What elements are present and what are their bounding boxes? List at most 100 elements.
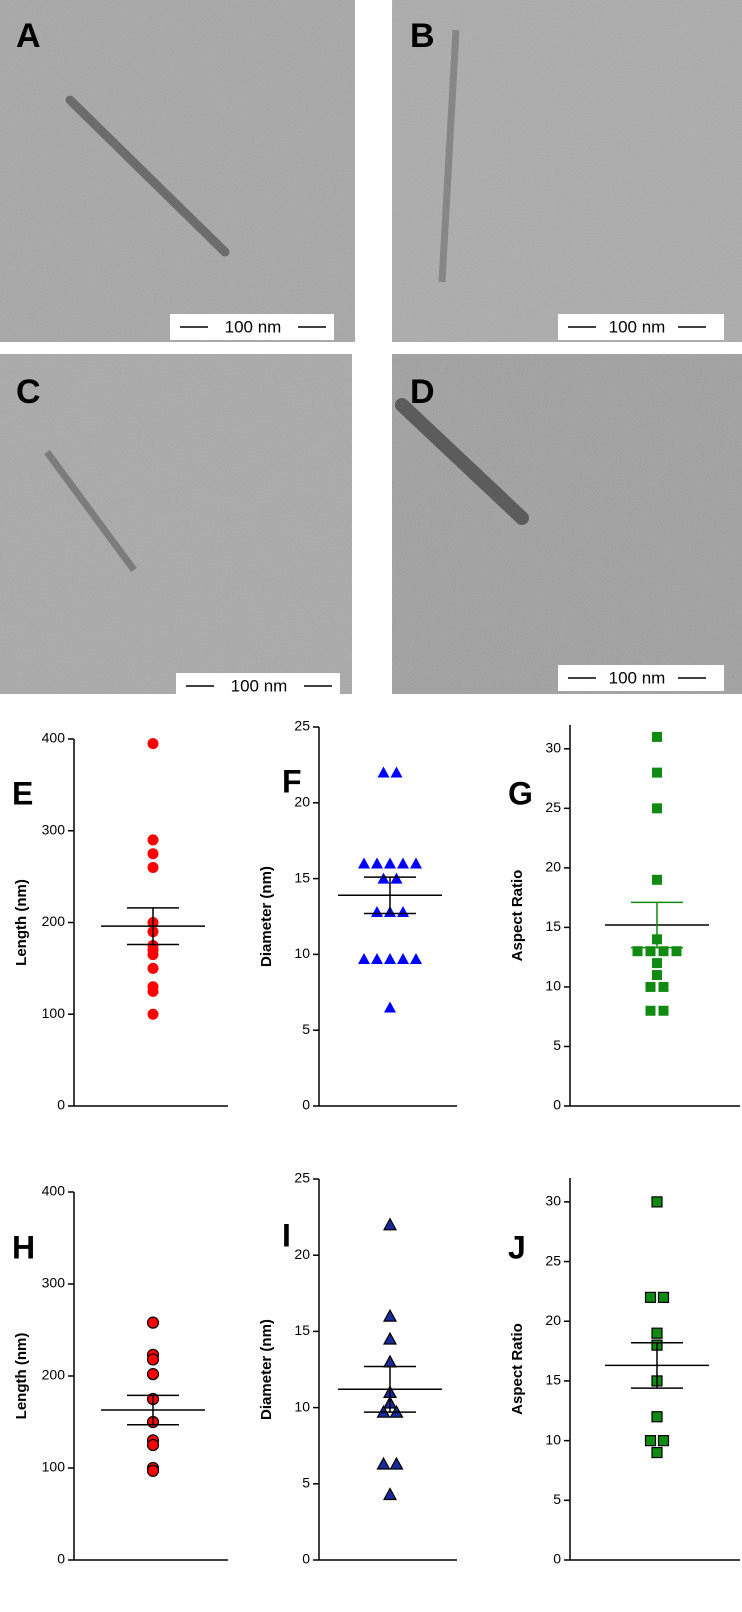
- data-point: [645, 1005, 656, 1016]
- tem-image-c: C 100 nm: [0, 354, 352, 699]
- y-axis-label: Aspect Ratio: [509, 870, 526, 962]
- panel-label: F: [282, 763, 302, 799]
- scale-bar-label: 100 nm: [231, 676, 288, 695]
- data-point: [382, 1354, 398, 1368]
- y-tick-label: 200: [42, 913, 66, 929]
- y-tick-label: 30: [545, 1193, 561, 1209]
- y-tick-label: 25: [545, 1252, 561, 1268]
- data-point: [658, 1005, 669, 1016]
- panel-label: I: [282, 1217, 291, 1253]
- panel-label: E: [12, 775, 33, 811]
- dot-plot: J 0 5 10 15 20 25 30 Aspect Ratio: [508, 1178, 740, 1567]
- data-point: [147, 848, 159, 860]
- data-point: [147, 1008, 159, 1020]
- y-tick-label: 10: [294, 945, 310, 961]
- data-point: [390, 872, 403, 884]
- y-tick-label: 20: [545, 859, 561, 875]
- dot-plot: I 0 5 10 15 20 25 Diameter (nm): [258, 1170, 457, 1567]
- y-tick-label: 10: [545, 1431, 561, 1447]
- scale-bar-label: 100 nm: [609, 317, 666, 336]
- data-point: [652, 803, 662, 814]
- y-axis-label: Diameter (nm): [258, 1319, 275, 1420]
- data-point: [632, 946, 643, 957]
- data-point: [377, 766, 390, 778]
- panel-label: D: [410, 373, 435, 411]
- data-point: [651, 1411, 663, 1423]
- data-point: [397, 857, 409, 869]
- data-point: [147, 949, 159, 961]
- data-point: [652, 958, 662, 969]
- y-axis-label: Aspect Ratio: [509, 1323, 526, 1415]
- y-tick-label: 400: [42, 1183, 66, 1199]
- y-tick-label: 5: [553, 1037, 561, 1053]
- panel-label: H: [12, 1229, 35, 1265]
- data-point: [371, 905, 383, 917]
- y-tick-label: 10: [545, 978, 561, 994]
- y-tick-label: 15: [294, 869, 310, 885]
- y-tick-label: 20: [545, 1312, 561, 1328]
- y-tick-label: 300: [42, 821, 66, 837]
- data-point: [645, 946, 656, 957]
- data-point: [147, 985, 159, 997]
- data-point: [389, 1456, 404, 1470]
- data-point: [146, 1316, 160, 1329]
- y-tick-label: 15: [294, 1322, 310, 1338]
- data-point: [397, 952, 409, 964]
- y-tick-label: 20: [294, 1246, 310, 1262]
- data-point: [371, 952, 383, 964]
- y-tick-label: 15: [545, 918, 561, 934]
- y-tick-label: 0: [553, 1551, 561, 1567]
- y-tick-label: 25: [294, 1170, 310, 1186]
- data-point: [147, 962, 159, 974]
- data-point: [382, 1217, 398, 1231]
- y-axis-label: Diameter (nm): [258, 866, 275, 967]
- data-point: [657, 1435, 670, 1447]
- panel-label: C: [16, 373, 41, 411]
- data-point: [147, 834, 159, 846]
- y-tick-label: 5: [553, 1491, 561, 1507]
- dot-plot: G 0 5 10 15 20 25 30 Aspect Ratio: [508, 725, 740, 1113]
- data-point: [358, 952, 370, 964]
- dot-plot: E 0 100 200 300 400 Length (nm): [12, 730, 228, 1113]
- y-tick-label: 25: [294, 718, 310, 734]
- data-point: [377, 872, 390, 884]
- tem-image-b: B 100 nm: [392, 0, 742, 342]
- data-point: [376, 1456, 391, 1470]
- scale-bar-label: 100 nm: [225, 317, 282, 336]
- y-tick-label: 0: [57, 1551, 65, 1567]
- data-point: [652, 874, 662, 885]
- dot-plot: H 0 100 200 300 400 Length (nm): [12, 1183, 228, 1567]
- y-tick-label: 25: [545, 799, 561, 815]
- y-tick-label: 5: [302, 1475, 310, 1491]
- dot-plot: F 0 5 10 15 20 25 Diameter (nm): [258, 718, 457, 1113]
- data-point: [384, 952, 396, 964]
- data-point: [657, 1291, 670, 1303]
- data-point: [658, 946, 669, 957]
- data-point: [146, 1353, 160, 1366]
- data-point: [384, 1001, 396, 1013]
- y-tick-label: 200: [42, 1367, 66, 1383]
- tem-image-a: A 100 nm: [0, 0, 355, 342]
- y-axis-label: Length (nm): [13, 879, 30, 966]
- data-point: [147, 738, 159, 750]
- y-tick-label: 0: [553, 1097, 561, 1113]
- data-point: [651, 1327, 663, 1339]
- tem-image-d: D 100 nm: [392, 354, 742, 694]
- data-point: [410, 857, 422, 869]
- y-tick-label: 300: [42, 1275, 66, 1291]
- data-point: [651, 1196, 663, 1208]
- data-point: [358, 857, 370, 869]
- data-point: [371, 857, 383, 869]
- y-tick-label: 10: [294, 1398, 310, 1414]
- data-point: [382, 1331, 398, 1345]
- data-point: [658, 981, 669, 992]
- data-point: [652, 767, 662, 778]
- data-point: [410, 952, 422, 964]
- panel-label: J: [508, 1229, 526, 1265]
- data-point: [382, 1308, 398, 1322]
- y-tick-label: 0: [302, 1097, 310, 1113]
- data-point: [146, 1464, 160, 1477]
- data-point: [147, 861, 159, 873]
- y-tick-label: 100: [42, 1005, 66, 1021]
